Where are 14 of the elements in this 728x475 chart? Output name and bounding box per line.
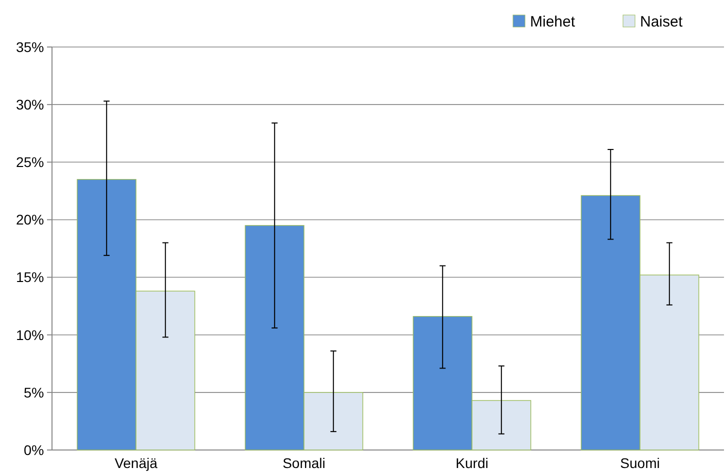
- y-tick-label: 20%: [16, 212, 44, 228]
- y-tick-label: 35%: [16, 38, 44, 55]
- x-tick-label: Kurdi: [456, 455, 488, 471]
- x-tick-label: Suomi: [620, 455, 660, 471]
- y-tick-label: 0%: [24, 442, 44, 458]
- y-tick-label: 30%: [16, 96, 44, 112]
- y-tick-label: 10%: [16, 326, 44, 343]
- legend-label: Naiset: [640, 13, 684, 30]
- x-tick-label: Somali: [282, 455, 326, 471]
- y-tick-label: 15%: [16, 269, 44, 286]
- x-tick-label: Venäjä: [114, 455, 158, 471]
- y-tick-label: 5%: [24, 384, 44, 400]
- legend-label: Miehet: [530, 13, 576, 30]
- y-tick-label: 25%: [16, 154, 44, 170]
